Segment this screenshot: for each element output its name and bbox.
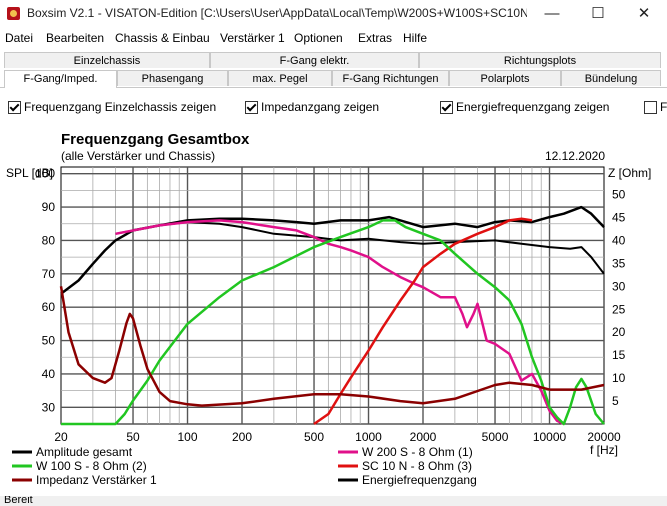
chart-subtitle: (alle Verstärker und Chassis): [61, 149, 215, 163]
y2-tick-label: 45: [612, 210, 626, 224]
series-line: [115, 221, 605, 275]
checkbox-label: Energiefrequenzgang zeigen: [456, 100, 610, 114]
checkbox-box[interactable]: [440, 100, 453, 114]
y2-tick-label: 10: [612, 371, 626, 385]
menu-bearbeiten[interactable]: Bearbeiten: [46, 31, 105, 45]
tab-fgang-imped[interactable]: F-Gang/Imped.: [4, 70, 117, 88]
tab-polarplots[interactable]: Polarplots: [449, 70, 561, 86]
chart-legend: Amplitude gesamt W 200 S - 8 Ohm (1) W 100…: [12, 445, 477, 487]
y2-tick-label: 30: [612, 279, 626, 293]
tab-fgang-richtungen[interactable]: F-Gang Richtungen: [332, 70, 449, 86]
chart-title: Frequenzgang Gesamtbox: [61, 131, 250, 148]
chart-grid: [60, 166, 605, 425]
y2-tick-label: 20: [612, 325, 626, 339]
checkbox-label: F: [660, 100, 667, 114]
tab-row-bottom: F-Gang/Imped. Phasengang max. Pegel F-Ga…: [0, 70, 667, 88]
maximize-button[interactable]: ☐: [591, 5, 605, 22]
frequency-chart: Frequenzgang Gesamtbox (alle Verstärker …: [6, 131, 651, 487]
x-tick-label: 2000: [410, 430, 437, 444]
y-tick-label: 40: [42, 367, 56, 381]
checkbox-box[interactable]: [245, 100, 258, 114]
tab-fgang-elektr[interactable]: F-Gang elektr.: [210, 52, 419, 68]
series-line: [61, 219, 605, 426]
menu-bar: Datei Bearbeiten Chassis & Einbau Verstä…: [0, 28, 667, 48]
title-bar: Boxsim V2.1 - VISATON-Edition [C:\Users\…: [0, 0, 667, 28]
legend-label: W 100 S - 8 Ohm (2): [36, 459, 147, 473]
y-tick-label: 80: [42, 233, 56, 247]
checkbox-label: Frequenzgang Einzelchassis zeigen: [24, 100, 217, 114]
chart-ticks: 20 50 100 200 500 1000 2000 5000 10000 20000 100 90…: [35, 167, 626, 444]
series-line: [313, 217, 533, 426]
checkbox-energie[interactable]: Energiefrequenzgang zeigen: [440, 100, 609, 114]
checkbox-f[interactable]: F: [644, 100, 667, 114]
y-tick-label: 30: [42, 400, 56, 414]
menu-hilfe[interactable]: Hilfe: [403, 31, 428, 45]
checkbox-box[interactable]: [8, 100, 21, 114]
legend-label: Energiefrequenzgang: [362, 473, 477, 487]
legend-label: Amplitude gesamt: [36, 445, 133, 459]
tab-einzelchassis[interactable]: Einzelchassis: [4, 52, 210, 68]
x-tick-label: 10000: [533, 430, 567, 444]
menu-extras[interactable]: Extras: [358, 31, 393, 45]
y-axis-label: SPL [dB]: [6, 166, 53, 180]
x-axis-label: f [Hz]: [590, 443, 618, 457]
chart-area: Frequenzgang Gesamtbox (alle Verstärker …: [0, 122, 667, 494]
y2-tick-label: 5: [612, 394, 619, 408]
menu-verstaerker[interactable]: Verstärker 1: [220, 31, 285, 45]
x-tick-label: 20: [54, 430, 68, 444]
series-line: [59, 286, 605, 407]
window-title: Boxsim V2.1 - VISATON-Edition [C:\Users\…: [27, 6, 527, 20]
series-line: [115, 219, 565, 426]
y2-tick-label: 40: [612, 233, 626, 247]
y-tick-label: 90: [42, 200, 56, 214]
menu-datei[interactable]: Datei: [5, 31, 34, 45]
x-tick-label: 500: [304, 430, 324, 444]
menu-chassis-einbau[interactable]: Chassis & Einbau: [115, 31, 210, 45]
y-tick-label: 70: [42, 267, 56, 281]
tab-max-pegel[interactable]: max. Pegel: [228, 70, 332, 86]
option-bar: Frequenzgang Einzelchassis zeigen Impeda…: [0, 95, 667, 120]
chart-series: [59, 205, 605, 426]
checkbox-impedanz[interactable]: Impedanzgang zeigen: [245, 100, 379, 114]
tab-richtungsplots[interactable]: Richtungsplots: [419, 52, 661, 68]
app-icon: [7, 7, 20, 20]
y2-tick-label: 25: [612, 302, 626, 316]
legend-label: Impedanz Verstärker 1: [36, 473, 157, 487]
chart-date: 12.12.2020: [545, 149, 605, 163]
legend-label: SC 10 N - 8 Ohm (3): [362, 459, 472, 473]
x-tick-label: 1000: [355, 430, 382, 444]
checkbox-label: Impedanzgang zeigen: [261, 100, 380, 114]
menu-optionen[interactable]: Optionen: [294, 31, 343, 45]
y-tick-label: 100: [35, 167, 55, 181]
status-text: Bereit: [4, 496, 33, 506]
x-tick-label: 50: [126, 430, 140, 444]
tab-row-top: Einzelchassis F-Gang elektr. Richtungspl…: [0, 52, 667, 69]
x-tick-label: 20000: [587, 430, 621, 444]
y2-axis-label: Z [Ohm]: [608, 166, 651, 180]
tab-phasengang[interactable]: Phasengang: [117, 70, 228, 86]
legend-label: W 200 S - 8 Ohm (1): [362, 445, 473, 459]
y-tick-label: 60: [42, 300, 56, 314]
close-button[interactable]: ✕: [637, 5, 651, 22]
y-tick-label: 50: [42, 334, 56, 348]
x-tick-label: 5000: [482, 430, 509, 444]
plot-frame: [60, 166, 605, 425]
checkbox-box[interactable]: [644, 100, 657, 114]
checkbox-einzelchassis[interactable]: Frequenzgang Einzelchassis zeigen: [8, 100, 216, 114]
status-bar: Bereit: [0, 496, 667, 506]
y2-tick-label: 15: [612, 348, 626, 362]
x-tick-label: 100: [177, 430, 197, 444]
y2-tick-label: 35: [612, 256, 626, 270]
y2-tick-label: 50: [612, 188, 626, 202]
series-line: [60, 205, 605, 295]
tab-buendelung[interactable]: Bündelung: [561, 70, 661, 86]
x-tick-label: 200: [232, 430, 252, 444]
minimize-button[interactable]: —: [544, 5, 560, 22]
